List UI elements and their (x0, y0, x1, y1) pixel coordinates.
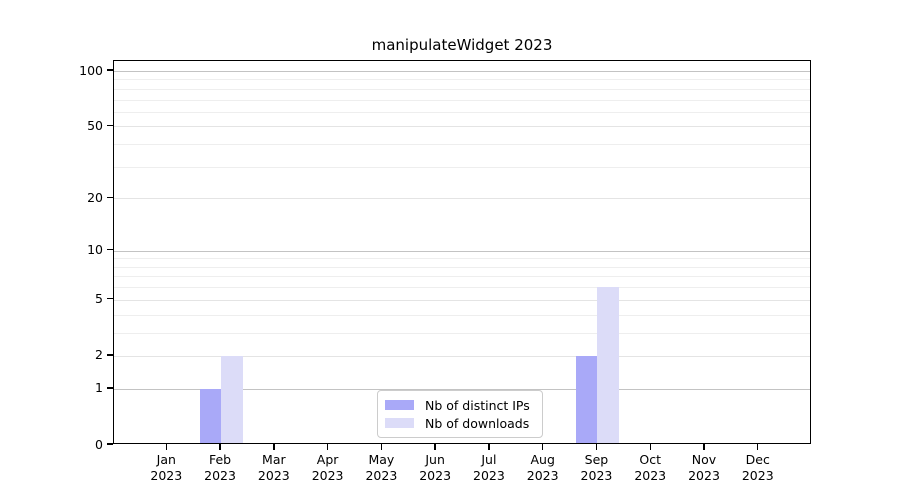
x-tick-label: Nov 2023 (688, 452, 720, 483)
x-tick (488, 444, 490, 450)
bar-nb-of-downloads-sep (597, 287, 619, 443)
x-tick-label: Apr 2023 (311, 452, 344, 483)
legend: Nb of distinct IPs Nb of downloads (377, 390, 543, 438)
gridline-minor (114, 287, 810, 289)
x-tick (757, 444, 759, 450)
x-tick (326, 444, 329, 450)
x-tick-label: May 2023 (365, 452, 398, 483)
gridline-decade (114, 388, 810, 390)
y-tick (107, 69, 113, 71)
gridline-major (114, 355, 810, 357)
y-tick-label: 10 (87, 242, 103, 258)
gridline-minor (114, 111, 810, 113)
gridline-minor (114, 314, 810, 316)
gridline-minor (114, 88, 810, 90)
y-tick-label: 5 (95, 291, 103, 307)
x-tick (219, 444, 221, 450)
gridline-minor (114, 332, 810, 334)
x-tick-label: Dec 2023 (741, 452, 774, 483)
plot-area (113, 60, 811, 444)
gridline-minor (114, 166, 810, 168)
x-tick (703, 444, 705, 450)
x-tick-label: Jan 2023 (150, 452, 183, 483)
gridline-minor (114, 266, 810, 268)
bar-nb-of-distinct-ips-sep (575, 355, 598, 443)
x-tick (434, 444, 436, 450)
x-tick (649, 444, 651, 450)
y-tick (107, 248, 113, 251)
y-tick (107, 196, 113, 198)
legend-swatch-distinct-ips (385, 400, 414, 410)
gridline-minor (114, 276, 810, 278)
y-tick (107, 387, 113, 389)
y-tick-label: 50 (87, 117, 103, 133)
legend-item: Nb of distinct IPs (385, 397, 534, 413)
legend-item: Nb of downloads (385, 415, 534, 431)
gridline-major (114, 198, 810, 200)
y-tick-label: 0 (95, 436, 103, 452)
bar-nb-of-downloads-feb (221, 355, 243, 443)
y-tick (107, 443, 113, 445)
y-tick-label: 100 (79, 62, 103, 78)
gridline-major (114, 126, 810, 128)
bar-nb-of-distinct-ips-feb (199, 388, 222, 443)
gridline-minor (114, 144, 810, 146)
gridline-minor (114, 99, 810, 101)
y-tick-label: 1 (95, 380, 103, 396)
y-tick-label: 2 (95, 347, 103, 363)
x-tick-label: Sep 2023 (580, 452, 613, 483)
legend-label: Nb of distinct IPs (425, 397, 530, 413)
x-tick-label: Jul 2023 (473, 452, 505, 483)
x-tick (595, 444, 598, 450)
x-tick-label: Jun 2023 (419, 452, 452, 483)
y-tick (107, 354, 113, 356)
x-tick-label: Oct 2023 (634, 452, 667, 483)
x-tick-label: Feb 2023 (204, 452, 236, 483)
chart-title: manipulateWidget 2023 (371, 36, 553, 54)
gridline-minor (114, 258, 810, 260)
gridline-minor (114, 79, 810, 81)
x-tick (380, 444, 383, 450)
legend-swatch-downloads (385, 418, 414, 428)
y-tick-label: 20 (87, 189, 103, 205)
x-tick (541, 444, 544, 450)
gridline-decade (114, 71, 810, 72)
x-tick-label: Mar 2023 (257, 452, 290, 483)
legend-label: Nb of downloads (425, 415, 530, 431)
gridline-major (114, 299, 810, 301)
x-tick-label: Aug 2023 (526, 452, 559, 483)
x-tick (165, 444, 167, 450)
y-tick (107, 124, 113, 127)
y-tick (107, 298, 113, 300)
gridline-decade (114, 250, 810, 252)
x-tick (273, 444, 275, 450)
